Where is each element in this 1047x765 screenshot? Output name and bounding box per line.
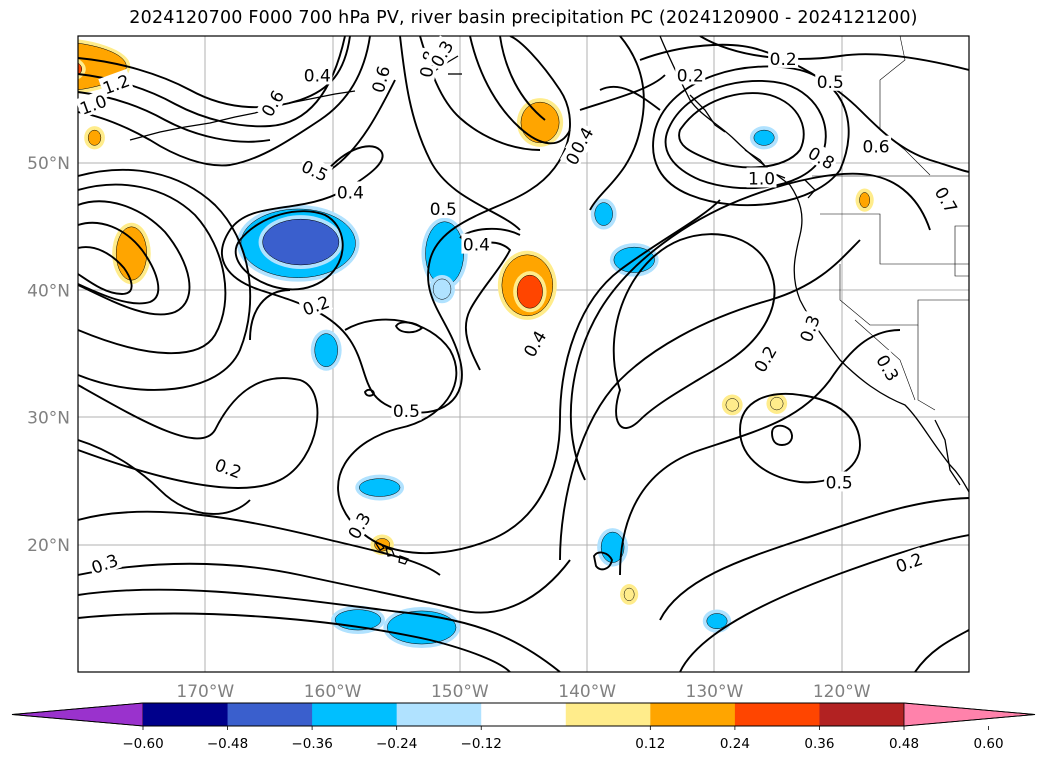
- colorbar-segment: [734, 703, 820, 726]
- lon-tick-label: 120°W: [813, 682, 871, 702]
- contour-label-bg: [335, 181, 366, 202]
- contour-label: 0.4: [463, 236, 490, 256]
- contour-label-bg: [255, 84, 289, 121]
- colorbar-segment: [143, 703, 229, 726]
- contour-label-bg: [428, 197, 459, 218]
- contour-label: 0.4: [337, 183, 364, 203]
- colorbar-tick-label: −0.60: [122, 736, 163, 752]
- contour-label: 0.2: [677, 66, 704, 86]
- precip-area: [115, 226, 147, 281]
- contour-label-bg: [86, 548, 122, 578]
- contour-label-bg: [748, 340, 781, 377]
- precip-area: [359, 478, 401, 497]
- precip-area: [725, 398, 739, 412]
- precip-area: [87, 129, 102, 146]
- lon-tick-label: 160°W: [304, 682, 362, 702]
- colorbar-segment: [819, 703, 905, 726]
- colorbar-extend-low: [11, 702, 144, 727]
- lon-tick-label: 150°W: [431, 682, 489, 702]
- contour-label-bg: [891, 547, 927, 577]
- precip-halo: [78, 58, 86, 80]
- contour-label: 0.5: [817, 73, 844, 93]
- contour-label-bg: [803, 141, 840, 174]
- colorbar-segment: [396, 703, 482, 726]
- colorbar-extend-high: [903, 702, 1036, 727]
- contour-label-bg: [297, 154, 333, 186]
- colorbar-tick-label: 0.12: [635, 736, 665, 752]
- contour-label-bg: [746, 167, 777, 188]
- colorbar-tick-label: 0.60: [974, 736, 1004, 752]
- contour-label-bg: [298, 290, 334, 320]
- colorbar-tick-label: 0.48: [889, 736, 919, 752]
- colorbar-segment: [650, 703, 736, 726]
- contour-label: 0.6: [863, 138, 890, 158]
- contour-label: 1.0: [748, 169, 775, 189]
- contour-label-bg: [425, 35, 458, 72]
- gridlines: [78, 36, 969, 672]
- precip-area: [770, 396, 784, 411]
- precip-area: [520, 101, 560, 144]
- contour-label-bg: [391, 400, 422, 421]
- colorbar-tick-label: −0.36: [291, 736, 332, 752]
- contour-label: 0.2: [770, 50, 797, 70]
- contour-label-bg: [517, 325, 551, 362]
- political-borders: [812, 36, 969, 411]
- precip-area: [859, 192, 870, 208]
- contour-label-bg: [461, 233, 492, 254]
- lon-tick-label: 170°W: [176, 682, 234, 702]
- colorbar-segment: [481, 703, 567, 726]
- contour-label-bg: [565, 121, 598, 158]
- colorbar-segment: [227, 703, 313, 726]
- precip-area: [623, 587, 635, 602]
- contour-label-bg: [930, 181, 964, 218]
- contour-label-bg: [794, 310, 824, 346]
- contour-label-bg: [211, 453, 247, 483]
- precip-area: [594, 202, 613, 226]
- contour-label-bg: [861, 135, 892, 156]
- contour-label: 0.4: [304, 66, 331, 86]
- contour-label: 0.5: [826, 473, 853, 493]
- precip-area: [706, 613, 728, 630]
- contour-label-bg: [98, 68, 134, 98]
- coastline: [659, 36, 969, 493]
- lat-tick-label: 30°N: [27, 409, 70, 429]
- precip-area: [314, 333, 338, 367]
- contour-label-bg: [872, 349, 905, 386]
- colorbar-tick-label: −0.12: [461, 736, 502, 752]
- contour-label-bg: [815, 70, 846, 91]
- contour-label-bg: [342, 507, 375, 544]
- precipitation-shading: [78, 39, 874, 649]
- precip-area: [432, 278, 452, 300]
- lat-tick-label: 50°N: [27, 154, 70, 174]
- contour-label-bg: [768, 47, 799, 68]
- colorbar-tick-label: 0.24: [720, 736, 750, 752]
- colorbar-tick-label: −0.24: [376, 736, 417, 752]
- lat-tick-label: 40°N: [27, 281, 70, 301]
- contour-label: 0.5: [430, 200, 457, 220]
- lon-tick-label: 140°W: [558, 682, 616, 702]
- precip-area: [516, 274, 543, 309]
- colorbar-tick-label: −0.48: [207, 736, 248, 752]
- contour-label-bg: [675, 64, 706, 85]
- map-frame: [77, 35, 970, 673]
- axis-tick-labels: 170°W 160°W 150°W 140°W 130°W 120°W 50°N 40°N 30…: [27, 154, 871, 702]
- precip-area: [78, 62, 83, 76]
- contour-label-bg: [302, 64, 333, 85]
- colorbar-segment: [312, 703, 398, 726]
- contour-label-bg: [75, 89, 111, 119]
- contour-label: 0.5: [393, 402, 420, 422]
- colorbar-segment: [565, 703, 651, 726]
- contour-label-bg: [366, 61, 394, 97]
- colorbar-tick-label: 0.36: [804, 736, 834, 752]
- lat-tick-label: 20°N: [27, 536, 70, 556]
- colorbar: −0.60 −0.48 −0.36 −0.24 −0.12 0.12 0.24 0.36 0.4…: [11, 702, 1036, 752]
- contour-label-bg: [824, 471, 855, 492]
- figure-title: 2024120700 F000 700 hPa PV, river basin …: [129, 8, 918, 28]
- precip-area: [262, 218, 340, 266]
- precip-area: [387, 610, 457, 645]
- precip-area: [753, 129, 775, 146]
- lon-tick-label: 130°W: [686, 682, 744, 702]
